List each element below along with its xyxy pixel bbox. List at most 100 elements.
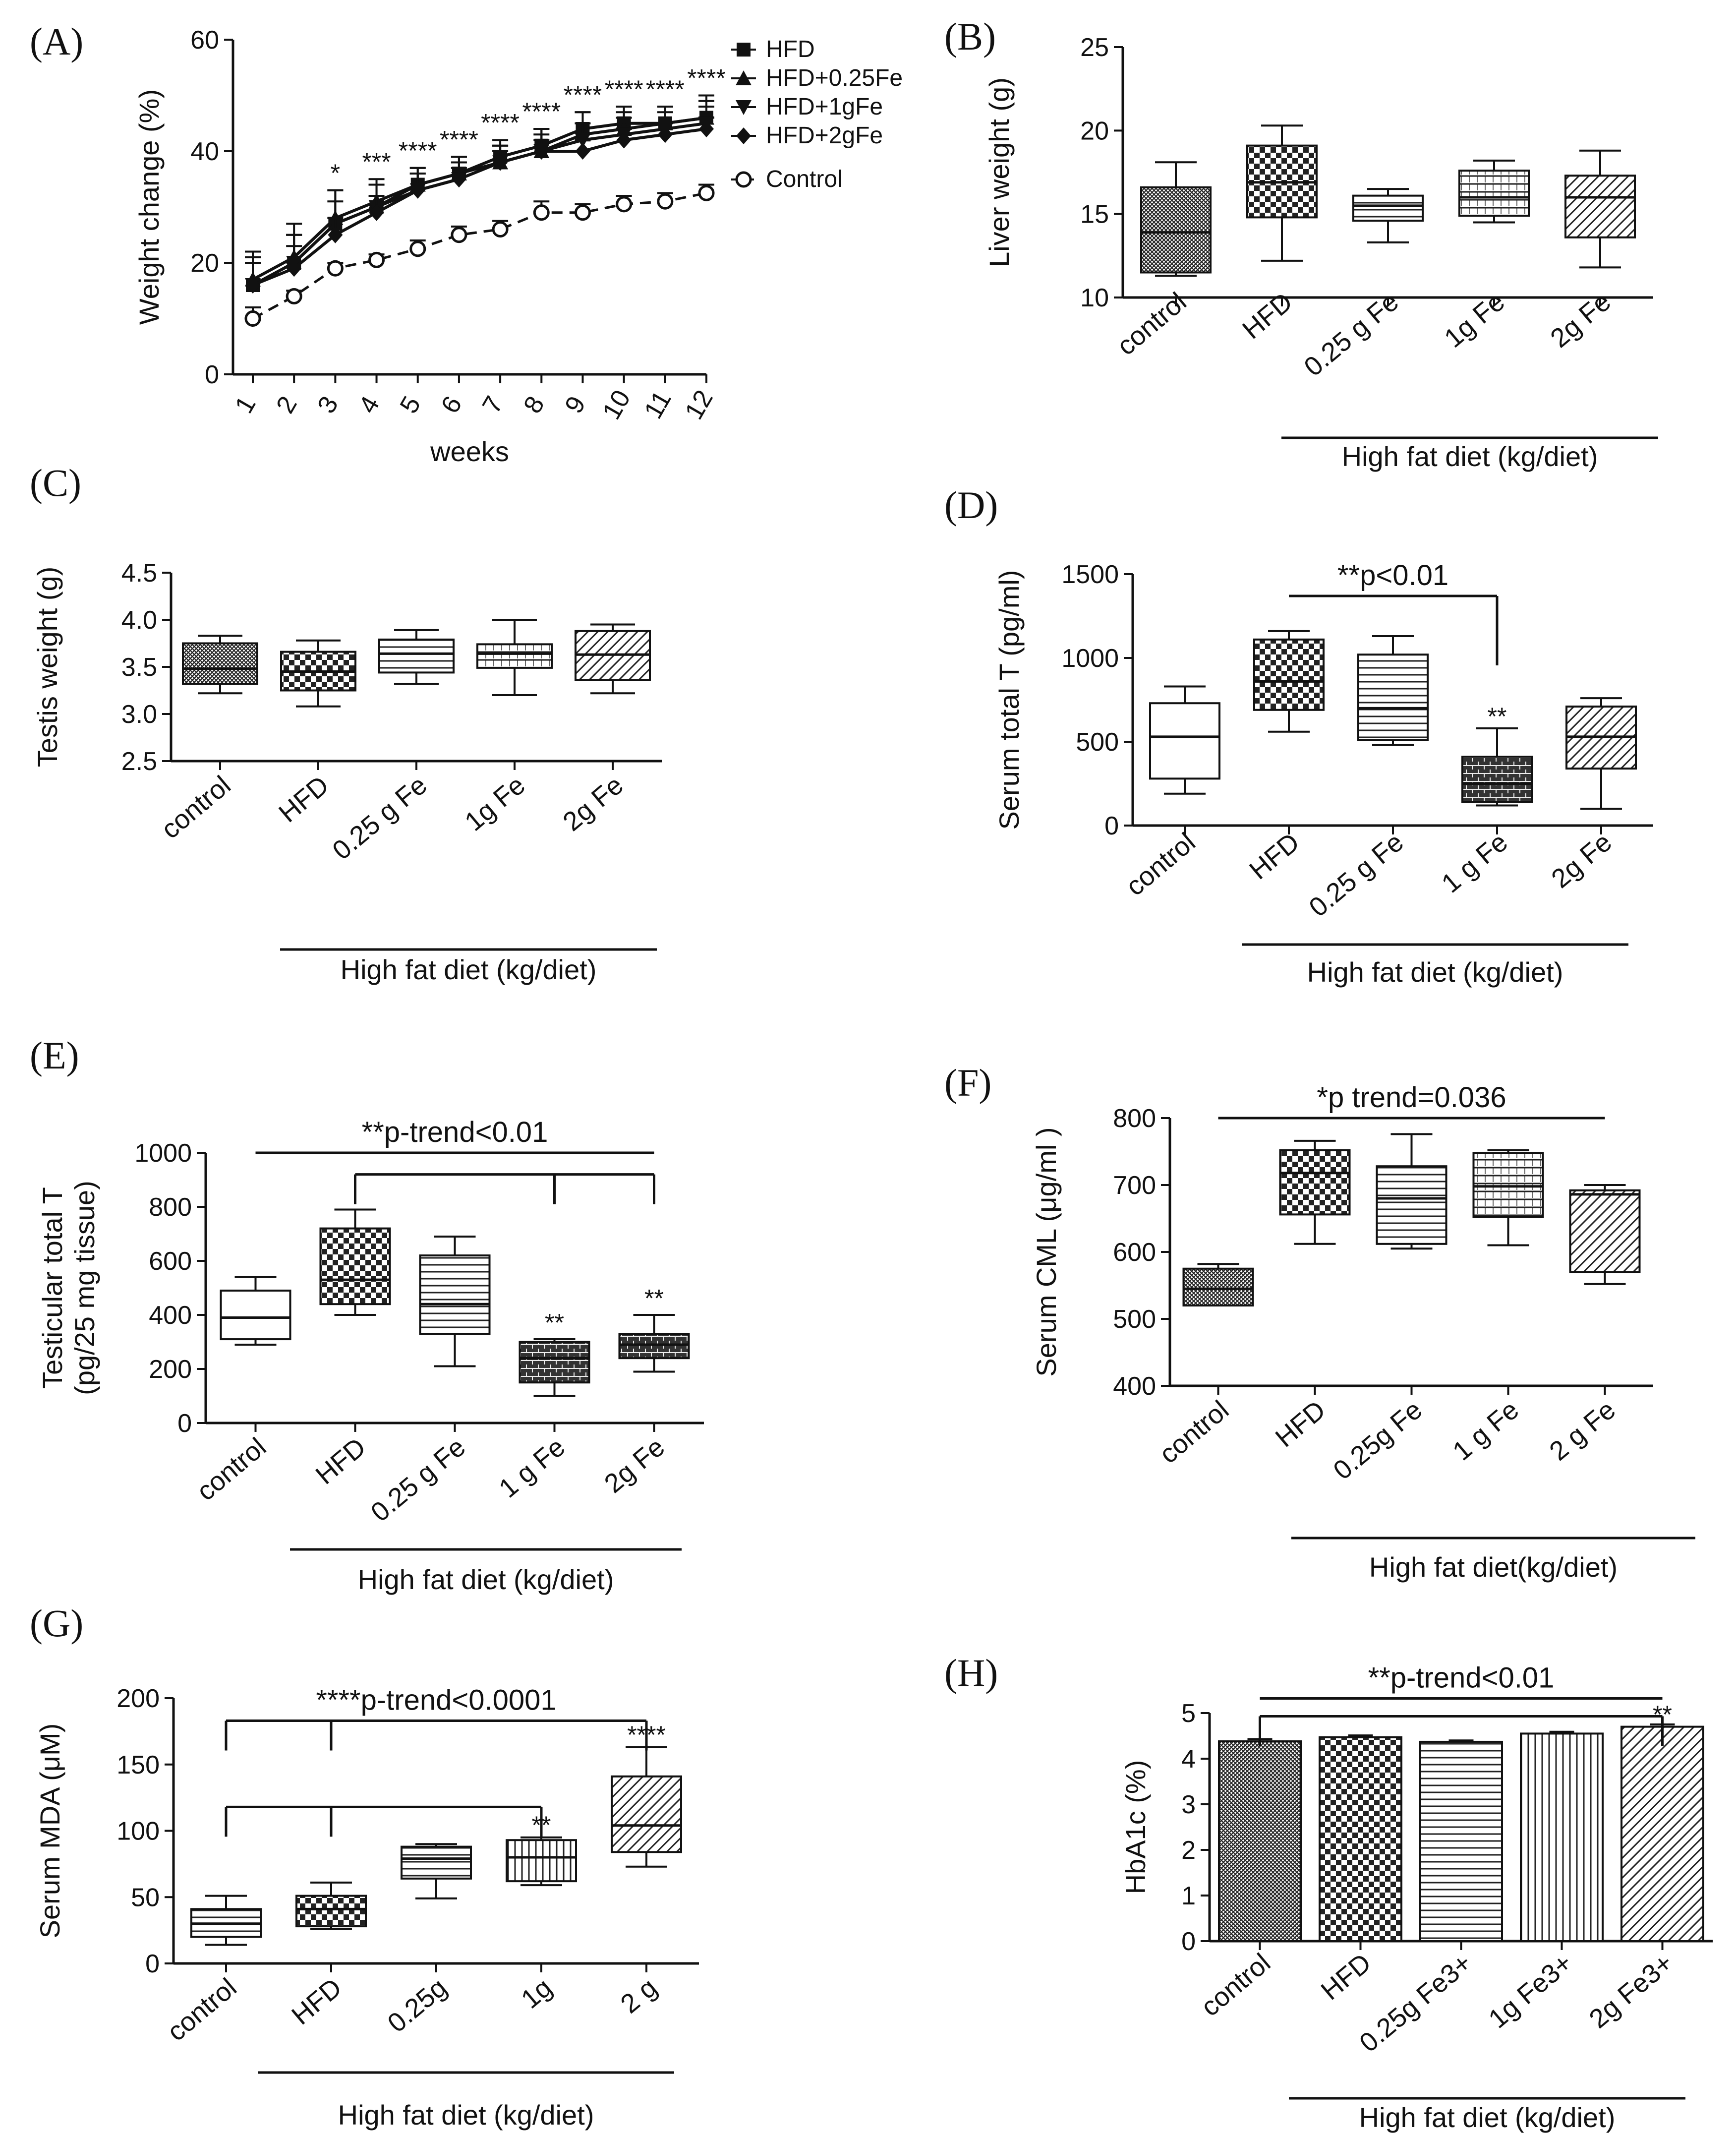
bar: [1419, 1740, 1503, 1942]
x-category-label: 0.25 g Fe: [365, 1432, 471, 1528]
y-tick-label: 0: [1181, 1927, 1196, 1956]
x-category-label: 2 g: [615, 1972, 663, 2019]
significance-star: ****: [481, 109, 520, 137]
marker-diamond: [287, 260, 302, 277]
x-tick-label: 2: [271, 391, 303, 418]
marker-open-circle: [574, 204, 591, 221]
y-tick-label: 500: [1113, 1305, 1156, 1334]
legend-label: HFD: [766, 36, 815, 62]
y-tick-label: 1000: [134, 1139, 192, 1168]
y-axis-title: Weight change (%): [133, 89, 165, 325]
marker-square: [737, 43, 751, 57]
x-tick-label: 5: [395, 391, 427, 418]
box-iqr: [1357, 653, 1429, 741]
y-tick-label: 15: [1080, 200, 1109, 229]
x-tick-label: 7: [477, 391, 509, 418]
panel-label: (A): [30, 20, 83, 63]
box-iqr: [476, 643, 553, 669]
y-tick-label: 150: [116, 1751, 160, 1779]
x-tick-label: 10: [597, 385, 636, 424]
x-tick-label: 1: [230, 391, 262, 418]
x-category-label: HFD: [1316, 1948, 1377, 2006]
bar: [1520, 1732, 1604, 1942]
x-tick-label: 9: [559, 391, 591, 418]
y-tick-label: 3.0: [121, 700, 157, 729]
y-axis-title: Serum total T (pg/ml): [993, 570, 1025, 830]
y-axis-title: Serum MDA (μM): [34, 1723, 65, 1939]
y-axis-title-line2: (pg/25 mg tissue): [69, 1181, 100, 1395]
marker-diamond: [575, 143, 590, 160]
y-tick-label: 1: [1181, 1882, 1196, 1910]
group-label: High fat diet (kg/diet): [341, 954, 597, 985]
significance-star: **: [1653, 1701, 1672, 1728]
box-iqr: [1140, 186, 1212, 274]
group-label: High fat diet (kg/diet): [1359, 2102, 1616, 2133]
x-tick-label: 12: [680, 385, 719, 424]
x-category-label: 0.25g Fe: [1328, 1395, 1428, 1485]
box-iqr: [401, 1845, 472, 1880]
y-axis-title: Liver weight (g): [984, 77, 1015, 267]
x-category-label: 0.25 g Fe: [1303, 827, 1409, 923]
x-tick-label: 4: [353, 391, 385, 418]
x-category-label: HFD: [1244, 827, 1305, 885]
marker-diamond: [534, 143, 549, 160]
significance-star: ****: [399, 137, 437, 165]
x-category-label: 0.25 g Fe: [1298, 287, 1404, 382]
panel-label: (H): [944, 1651, 998, 1694]
panel-label: (C): [30, 461, 81, 504]
y-tick-label: 0: [177, 1409, 192, 1438]
y-tick-label: 1000: [1061, 644, 1119, 673]
panel-label: (D): [944, 483, 998, 527]
box-iqr: [1352, 194, 1424, 222]
box-iqr: [1279, 1149, 1351, 1216]
y-tick-label: 10: [1080, 284, 1109, 312]
y-tick-label: 700: [1113, 1171, 1156, 1200]
x-category-label: control: [1120, 827, 1201, 901]
marker-diamond: [493, 154, 508, 171]
x-tick-label: 6: [436, 391, 468, 418]
trend-annotation: *p trend=0.036: [1317, 1081, 1506, 1114]
y-tick-label: 800: [149, 1193, 192, 1222]
legend-label: HFD+0.25Fe: [766, 65, 903, 91]
box-iqr: [295, 1895, 367, 1928]
box-iqr: [1149, 702, 1220, 780]
x-category-label: HFD: [1237, 287, 1298, 345]
x-category-label: control: [156, 770, 236, 844]
y-tick-label: 50: [131, 1883, 160, 1912]
trend-annotation: ****p-trend<0.0001: [316, 1684, 556, 1716]
x-category-label: control: [191, 1432, 272, 1506]
x-category-label: 1 g Fe: [1447, 1395, 1524, 1466]
x-category-label: 1 g Fe: [493, 1432, 571, 1503]
y-axis-title: Testicular total T: [37, 1187, 68, 1389]
marker-diamond: [328, 226, 343, 243]
significance-star: ****: [564, 81, 602, 109]
x-category-label: 2 g Fe: [1544, 1395, 1621, 1466]
significance-star: ****: [605, 75, 643, 103]
y-tick-label: 5: [1181, 1699, 1196, 1728]
group-label: High fat diet (kg/diet): [1342, 441, 1598, 472]
series-line-HFD+0.25Fe: [252, 116, 707, 281]
box-iqr: [1569, 1189, 1641, 1273]
panel-g-serum-mda-chart: (G) 0 50 100 150 200 Serum MDA (μM) control HFD 0…: [30, 1601, 699, 2131]
significance-star: ***: [362, 148, 391, 176]
marker-diamond: [245, 277, 260, 294]
x-category-label: 0.25 g Fe: [327, 770, 432, 866]
x-tick-label: 8: [518, 391, 550, 418]
box-iqr: [1182, 1267, 1254, 1306]
box-iqr: [1472, 1152, 1544, 1218]
group-label: High fat diet (kg/diet): [338, 2099, 594, 2131]
y-tick-label: 400: [149, 1301, 192, 1330]
panel-c-testis-weight-chart: (C) 2.5 3.0 3.5 4.0 4.5 Testis weight (g) contr…: [30, 461, 662, 985]
box-iqr: [618, 1333, 690, 1360]
marker-triangle-down: [736, 100, 752, 115]
y-tick-label: 3: [1181, 1790, 1196, 1819]
significance-star: **: [644, 1285, 664, 1312]
box-iqr: [519, 1341, 590, 1384]
x-category-label: HFD: [310, 1432, 372, 1490]
box-iqr: [182, 642, 258, 685]
x-category-label: control: [1154, 1395, 1234, 1469]
significance-star: ****: [687, 64, 726, 92]
panel-label: (E): [30, 1034, 79, 1077]
